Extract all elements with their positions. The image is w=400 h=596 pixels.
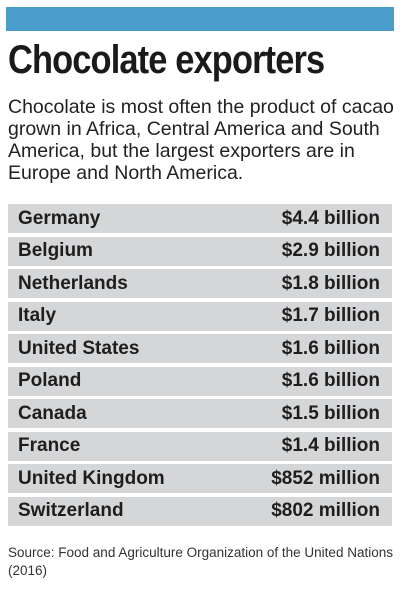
accent-bar bbox=[6, 7, 394, 31]
country-name: Switzerland bbox=[18, 500, 124, 521]
table-row: France $1.4 billion bbox=[8, 431, 392, 461]
table-row: United Kingdom $852 million bbox=[8, 464, 392, 493]
country-name: Germany bbox=[18, 207, 101, 229]
table-row: Italy $1.7 billion bbox=[8, 301, 392, 331]
export-value: $1.6 billion bbox=[281, 337, 380, 359]
export-value: $852 million bbox=[271, 467, 380, 489]
table-row: United States $1.6 billion bbox=[8, 334, 392, 363]
table-row: Poland $1.6 billion bbox=[8, 366, 392, 396]
table-row: Belgium $2.9 billion bbox=[8, 236, 392, 266]
export-value: $1.6 billion bbox=[281, 370, 380, 391]
export-value: $1.5 billion bbox=[281, 402, 380, 424]
country-name: United States bbox=[18, 337, 140, 359]
country-name: Italy bbox=[18, 305, 57, 326]
country-name: Canada bbox=[18, 402, 87, 424]
country-name: France bbox=[18, 435, 81, 456]
export-value: $1.8 billion bbox=[281, 272, 380, 294]
table-row: Switzerland $802 million bbox=[8, 496, 392, 526]
page-title: Chocolate exporters bbox=[8, 38, 325, 82]
export-value: $2.9 billion bbox=[281, 240, 380, 261]
table-row: Netherlands $1.8 billion bbox=[8, 269, 392, 298]
export-value: $1.7 billion bbox=[281, 305, 380, 326]
export-value: $4.4 billion bbox=[281, 207, 380, 229]
country-name: Poland bbox=[18, 370, 82, 391]
table-row: Canada $1.5 billion bbox=[8, 399, 392, 428]
export-value: $1.4 billion bbox=[281, 435, 380, 456]
country-name: Belgium bbox=[18, 240, 93, 261]
source-note: Source: Food and Agriculture Organizatio… bbox=[8, 545, 393, 578]
table-row: Germany $4.4 billion bbox=[8, 204, 392, 233]
exporters-table: Germany $4.4 billion Belgium $2.9 billion Ne… bbox=[8, 204, 392, 529]
subtitle: Chocolate is most often the product of c… bbox=[8, 96, 394, 184]
export-value: $802 million bbox=[271, 500, 380, 521]
country-name: United Kingdom bbox=[18, 467, 165, 489]
country-name: Netherlands bbox=[18, 272, 128, 294]
